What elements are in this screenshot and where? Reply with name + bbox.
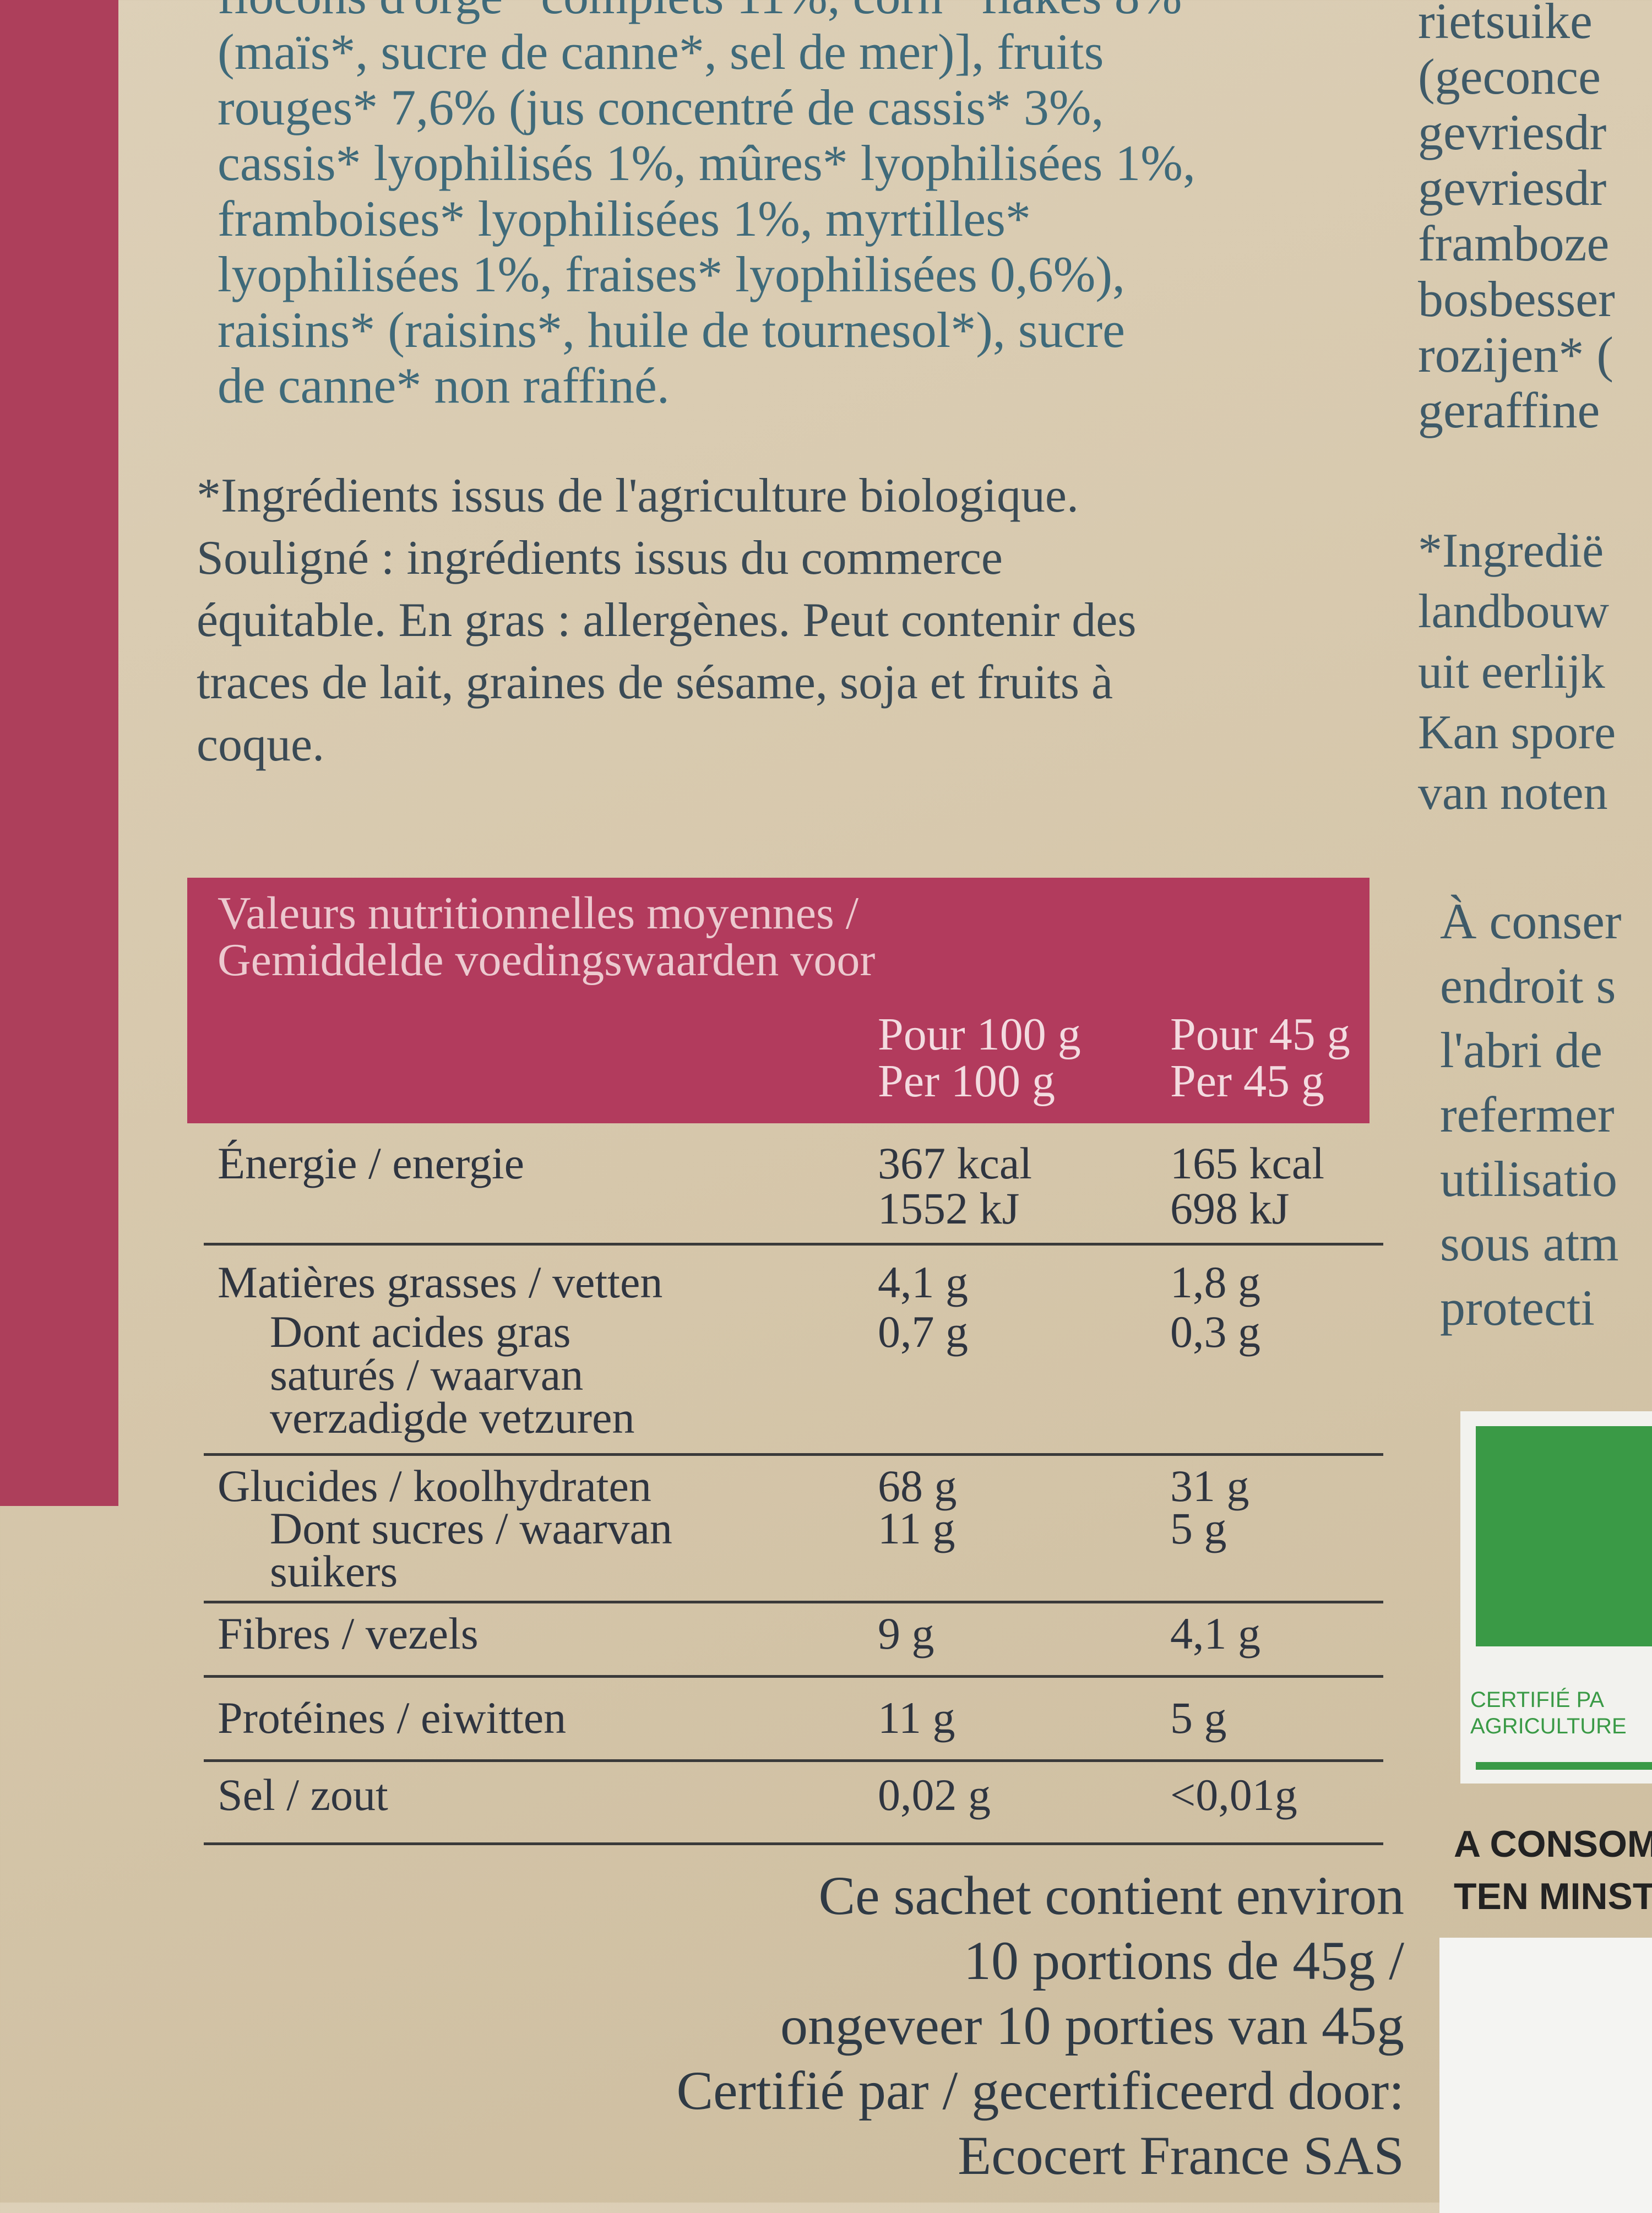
table-header-box bbox=[187, 878, 1370, 1123]
row-label: saturés / waarvan bbox=[270, 1350, 584, 1400]
logo-text: CERTIFIÉ PA bbox=[1470, 1688, 1605, 1712]
right-ingredient: geraffine bbox=[1418, 382, 1600, 438]
row-label: Matières grasses / vetten bbox=[218, 1257, 663, 1307]
ingredient-line: (maïs*, sucre de canne*, sel de mer)], f… bbox=[218, 24, 1104, 80]
right-ingredient: framboze bbox=[1418, 215, 1610, 271]
right-footnote: landbouw bbox=[1418, 585, 1610, 638]
best-before: A CONSOMM bbox=[1454, 1823, 1652, 1865]
footnote-line: Souligné : ingrédients issus du commerce bbox=[197, 531, 1003, 585]
row-label: suikers bbox=[270, 1546, 398, 1596]
right-footnote: Kan spore bbox=[1418, 706, 1616, 759]
footnote-line: équitable. En gras : allergènes. Peut co… bbox=[197, 594, 1137, 647]
ingredient-line: flocons d'orge* complets 11%, corn* flak… bbox=[218, 0, 1182, 25]
right-ingredient: gevriesdr bbox=[1418, 160, 1607, 216]
table-rule bbox=[204, 1453, 1383, 1456]
right-ingredient: gevriesdr bbox=[1418, 104, 1607, 160]
value-100g: 11 g bbox=[878, 1693, 955, 1743]
right-footnote: *Ingredië bbox=[1418, 524, 1604, 578]
table-title: Gemiddelde voedingswaarden voor bbox=[218, 934, 876, 986]
right-storage: l'abri de bbox=[1440, 1022, 1603, 1078]
row-label: verzadigde vetzuren bbox=[270, 1393, 635, 1443]
ingredient-line: rouges* 7,6% (jus concentré de cassis* 3… bbox=[218, 79, 1104, 135]
footnote-line: traces de lait, graines de sésame, soja … bbox=[197, 656, 1113, 709]
portion-line: 10 portions de 45g / bbox=[964, 1930, 1404, 1991]
footnote-line: *Ingrédients issus de l'agriculture biol… bbox=[197, 469, 1079, 523]
row-label: Dont sucres / waarvan bbox=[270, 1503, 672, 1553]
value-100g: 367 kcal bbox=[878, 1138, 1032, 1188]
value-100g: 68 g bbox=[878, 1461, 957, 1511]
row-label: Sel / zout bbox=[218, 1770, 388, 1820]
right-ingredient: rozijen* ( bbox=[1418, 327, 1614, 383]
row-label: Glucides / koolhydraten bbox=[218, 1461, 651, 1511]
value-100g: 1552 kJ bbox=[878, 1183, 1020, 1233]
right-footnote: uit eerlijk bbox=[1418, 645, 1605, 699]
ingredient-line: framboises* lyophilisées 1%, myrtilles* bbox=[218, 191, 1031, 247]
ingredient-line: cassis* lyophilisés 1%, mûres* lyophilis… bbox=[218, 135, 1195, 191]
table-rule bbox=[204, 1243, 1383, 1246]
row-label: Fibres / vezels bbox=[218, 1608, 479, 1659]
value-45g: <0,01g bbox=[1170, 1770, 1297, 1820]
row-label: Dont acides gras bbox=[270, 1307, 571, 1357]
logo-stripe bbox=[1476, 1762, 1652, 1770]
value-100g: 4,1 g bbox=[878, 1257, 968, 1307]
right-ingredient: rietsuike bbox=[1418, 0, 1593, 49]
value-45g: 698 kJ bbox=[1170, 1183, 1290, 1233]
right-storage: utilisatio bbox=[1440, 1151, 1617, 1207]
row-label: Énergie / energie bbox=[218, 1138, 525, 1188]
right-storage: sous atm bbox=[1440, 1215, 1619, 1271]
table-rule bbox=[204, 1601, 1383, 1603]
value-45g: 4,1 g bbox=[1170, 1608, 1260, 1659]
column-header: Pour 45 g bbox=[1170, 1009, 1350, 1060]
ingredient-line: lyophilisées 1%, fraises* lyophilisées 0… bbox=[218, 246, 1126, 302]
value-45g: 5 g bbox=[1170, 1693, 1227, 1743]
footnote-line: coque. bbox=[197, 718, 325, 771]
column-header: Per 45 g bbox=[1170, 1056, 1324, 1107]
portion-line: Ce sachet contient environ bbox=[818, 1865, 1404, 1926]
right-storage: endroit s bbox=[1440, 958, 1616, 1014]
row-label: Protéines / eiwitten bbox=[218, 1693, 567, 1743]
white-box bbox=[1439, 1938, 1652, 2213]
organic-logo bbox=[1476, 1426, 1652, 1646]
right-ingredient: (geconce bbox=[1418, 48, 1601, 105]
value-100g: 11 g bbox=[878, 1503, 955, 1553]
column-header: Per 100 g bbox=[878, 1056, 1055, 1107]
portion-line: Certifié par / gecertificeerd door: bbox=[676, 2060, 1404, 2121]
table-rule bbox=[204, 1675, 1383, 1678]
logo-text: AGRICULTURE bbox=[1470, 1714, 1627, 1738]
value-100g: 0,02 g bbox=[878, 1770, 991, 1820]
table-title: Valeurs nutritionnelles moyennes / bbox=[218, 888, 859, 939]
portion-line: ongeveer 10 porties van 45g bbox=[780, 1995, 1404, 2056]
portion-line: Ecocert France SAS bbox=[958, 2125, 1404, 2186]
value-100g: 0,7 g bbox=[878, 1307, 968, 1357]
ingredient-line: de canne* non raffiné. bbox=[218, 357, 670, 414]
right-storage: À conser bbox=[1440, 893, 1622, 949]
right-footnote: van noten bbox=[1418, 766, 1608, 820]
table-rule bbox=[204, 1759, 1383, 1762]
right-storage: refermer bbox=[1440, 1086, 1615, 1143]
value-45g: 0,3 g bbox=[1170, 1307, 1260, 1357]
value-45g: 5 g bbox=[1170, 1503, 1227, 1553]
value-45g: 31 g bbox=[1170, 1461, 1249, 1511]
value-45g: 165 kcal bbox=[1170, 1138, 1325, 1188]
value-100g: 9 g bbox=[878, 1608, 934, 1659]
table-rule bbox=[204, 1842, 1383, 1845]
magenta-band bbox=[0, 0, 118, 1506]
right-storage: protecti bbox=[1440, 1280, 1595, 1336]
best-before: TEN MINSTE bbox=[1454, 1875, 1652, 1917]
ingredient-line: raisins* (raisins*, huile de tournesol*)… bbox=[218, 302, 1125, 358]
value-45g: 1,8 g bbox=[1170, 1257, 1260, 1307]
column-header: Pour 100 g bbox=[878, 1009, 1081, 1060]
right-ingredient: bosbesser bbox=[1418, 271, 1615, 327]
